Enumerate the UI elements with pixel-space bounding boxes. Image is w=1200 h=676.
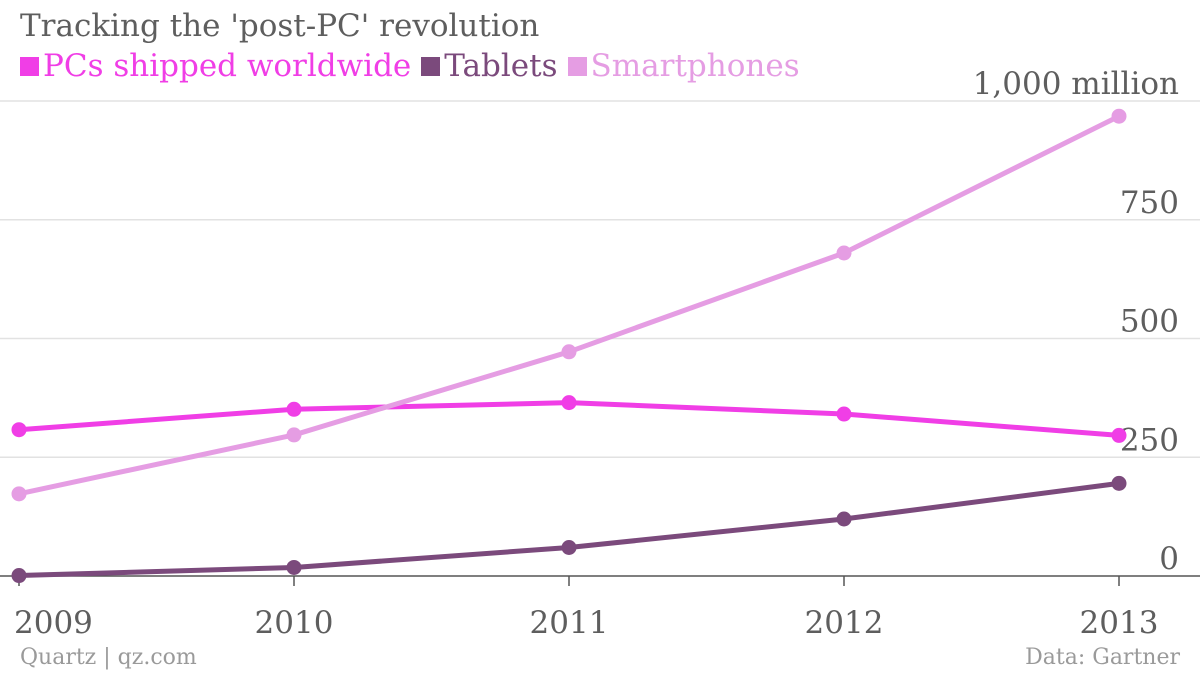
series-line-1 — [16, 480, 1122, 579]
y-tick-label-0: 0 — [1159, 541, 1179, 577]
series-2-point-2010 — [286, 427, 302, 443]
series-2-point-2013 — [1111, 108, 1127, 124]
x-tick-label-2011: 2011 — [530, 605, 609, 641]
legend-label-pcs: PCs shipped worldwide — [43, 48, 412, 84]
series-1-point-2009 — [11, 568, 27, 584]
source-text: Data: Gartner — [1025, 645, 1180, 670]
legend-item-pcs: PCs shipped worldwide — [20, 48, 411, 84]
series-0-point-2010 — [286, 401, 302, 417]
legend: PCs shipped worldwide Tablets Smartphone… — [20, 48, 800, 84]
x-tick-label-2010: 2010 — [255, 605, 334, 641]
series-2-point-2012 — [836, 245, 852, 261]
series-2-point-2011 — [561, 344, 577, 360]
credit-text: Quartz | qz.com — [20, 645, 197, 670]
legend-item-tablets: Tablets — [421, 48, 558, 84]
y-tick-label-500: 500 — [1120, 304, 1179, 340]
series-1-point-2013 — [1111, 475, 1127, 491]
series-1-point-2011 — [561, 540, 577, 555]
x-tick-label-2009: 2009 — [14, 605, 93, 641]
y-tick-label-750: 750 — [1120, 185, 1179, 221]
legend-label-tablets: Tablets — [444, 48, 558, 84]
y-tick-label-1000: 1,000 million — [973, 66, 1179, 102]
legend-item-smartphones: Smartphones — [567, 48, 800, 84]
legend-swatch-tablets — [421, 56, 441, 76]
legend-label-smartphones: Smartphones — [590, 48, 800, 84]
series-line-2 — [16, 113, 1122, 497]
legend-swatch-smartphones — [567, 56, 587, 76]
series-0-point-2012 — [836, 406, 852, 422]
series-0-point-2011 — [561, 395, 577, 411]
series-1-point-2010 — [286, 559, 302, 575]
legend-swatch-pcs — [20, 56, 39, 76]
series-0-point-2009 — [11, 422, 27, 438]
chart-title: Tracking the 'post-PC' revolution — [20, 8, 540, 44]
series-1-point-2012 — [836, 511, 852, 527]
y-tick-label-250: 250 — [1120, 422, 1179, 458]
series-0-point-2013 — [1111, 427, 1127, 443]
x-tick-label-2012: 2012 — [805, 605, 884, 641]
x-tick-label-2013: 2013 — [1080, 605, 1159, 641]
series-2-point-2009 — [11, 486, 27, 502]
